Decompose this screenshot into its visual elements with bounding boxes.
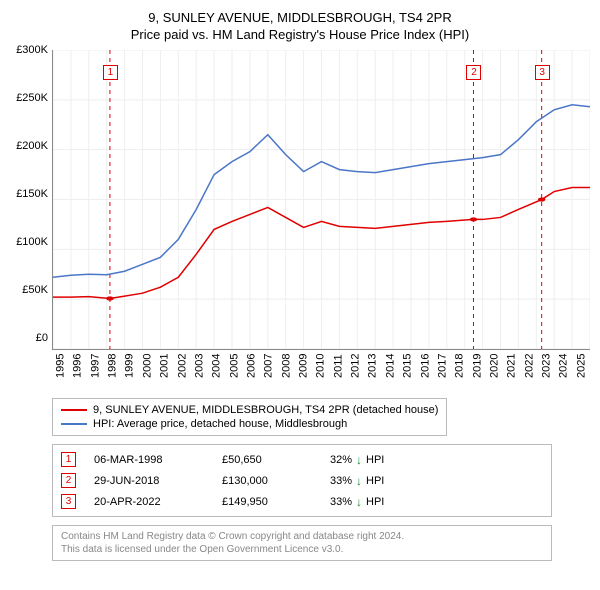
- chart-marker-3[interactable]: 3: [535, 65, 550, 80]
- table-pct: 33%↓HPI: [330, 495, 440, 509]
- table-date: 29-JUN-2018: [94, 475, 204, 487]
- x-tick-label: 2000: [139, 354, 156, 390]
- legend-row: HPI: Average price, detached house, Midd…: [61, 417, 438, 431]
- x-tick-label: 2014: [382, 354, 399, 390]
- y-tick-label: £200K: [10, 140, 48, 152]
- y-tick-label: £100K: [10, 236, 48, 248]
- x-tick-label: 1997: [87, 354, 104, 390]
- y-axis-labels: £300K£250K£200K£150K£100K£50K£0: [10, 50, 52, 390]
- table-date: 20-APR-2022: [94, 496, 204, 508]
- x-tick-label: 2006: [243, 354, 260, 390]
- x-tick-label: 2002: [174, 354, 191, 390]
- legend-row: 9, SUNLEY AVENUE, MIDDLESBROUGH, TS4 2PR…: [61, 403, 438, 417]
- x-tick-label: 2019: [469, 354, 486, 390]
- x-axis-labels: 1995199619971998199920002001200220032004…: [52, 350, 590, 390]
- x-tick-label: 2010: [312, 354, 329, 390]
- table-marker-2[interactable]: 2: [61, 473, 76, 488]
- footer: Contains HM Land Registry data © Crown c…: [52, 525, 552, 561]
- title-line-2: Price paid vs. HM Land Registry's House …: [10, 27, 590, 42]
- footer-line-2: This data is licensed under the Open Gov…: [61, 543, 543, 556]
- legend-label: HPI: Average price, detached house, Midd…: [93, 418, 347, 430]
- x-tick-label: 2018: [451, 354, 468, 390]
- sales-table: 1 06-MAR-1998 £50,650 32%↓HPI 2 29-JUN-2018 £1…: [52, 444, 552, 517]
- x-tick-label: 2012: [347, 354, 364, 390]
- y-tick-label: £250K: [10, 92, 48, 104]
- x-tick-label: 2021: [503, 354, 520, 390]
- x-tick-label: 2009: [295, 354, 312, 390]
- table-row: 1 06-MAR-1998 £50,650 32%↓HPI: [61, 449, 543, 470]
- plot-wrapper: 1 2 3 199519961997199819992000200120022003…: [52, 50, 590, 390]
- chart-marker-1[interactable]: 1: [103, 65, 118, 80]
- x-tick-label: 2001: [156, 354, 173, 390]
- table-pct: 33%↓HPI: [330, 474, 440, 488]
- y-tick-label: £300K: [10, 44, 48, 56]
- y-tick-label: £0: [10, 332, 48, 344]
- table-price: £50,650: [222, 454, 312, 466]
- table-price: £149,950: [222, 496, 312, 508]
- plot: 1 2 3: [52, 50, 590, 350]
- legend: 9, SUNLEY AVENUE, MIDDLESBROUGH, TS4 2PR…: [52, 398, 447, 436]
- x-tick-label: 2025: [573, 354, 590, 390]
- x-tick-label: 2024: [555, 354, 572, 390]
- x-tick-label: 2008: [278, 354, 295, 390]
- x-tick-label: 2004: [208, 354, 225, 390]
- table-date: 06-MAR-1998: [94, 454, 204, 466]
- x-tick-label: 2015: [399, 354, 416, 390]
- table-row: 2 29-JUN-2018 £130,000 33%↓HPI: [61, 470, 543, 491]
- x-tick-label: 2005: [226, 354, 243, 390]
- table-pct: 32%↓HPI: [330, 453, 440, 467]
- legend-label: 9, SUNLEY AVENUE, MIDDLESBROUGH, TS4 2PR…: [93, 404, 438, 416]
- table-row: 3 20-APR-2022 £149,950 33%↓HPI: [61, 491, 543, 512]
- arrow-down-icon: ↓: [356, 495, 362, 509]
- x-tick-label: 2013: [364, 354, 381, 390]
- y-tick-label: £50K: [10, 284, 48, 296]
- arrow-down-icon: ↓: [356, 474, 362, 488]
- title-line-1: 9, SUNLEY AVENUE, MIDDLESBROUGH, TS4 2PR: [10, 10, 590, 25]
- legend-swatch: [61, 423, 87, 425]
- y-tick-label: £150K: [10, 188, 48, 200]
- table-marker-1[interactable]: 1: [61, 452, 76, 467]
- x-tick-label: 2011: [330, 354, 347, 390]
- legend-swatch: [61, 409, 87, 411]
- x-tick-label: 2023: [538, 354, 555, 390]
- table-marker-3[interactable]: 3: [61, 494, 76, 509]
- chart-area: £300K£250K£200K£150K£100K£50K£0 123 1995…: [10, 50, 590, 390]
- chart-container: 9, SUNLEY AVENUE, MIDDLESBROUGH, TS4 2PR…: [0, 0, 600, 590]
- x-tick-label: 1999: [121, 354, 138, 390]
- table-price: £130,000: [222, 475, 312, 487]
- footer-line-1: Contains HM Land Registry data © Crown c…: [61, 530, 543, 543]
- x-tick-label: 1996: [69, 354, 86, 390]
- x-tick-label: 1995: [52, 354, 69, 390]
- x-tick-label: 1998: [104, 354, 121, 390]
- x-tick-label: 2017: [434, 354, 451, 390]
- arrow-down-icon: ↓: [356, 453, 362, 467]
- x-tick-label: 2007: [260, 354, 277, 390]
- x-tick-label: 2003: [191, 354, 208, 390]
- x-tick-label: 2022: [521, 354, 538, 390]
- chart-marker-2[interactable]: 2: [466, 65, 481, 80]
- x-tick-label: 2016: [417, 354, 434, 390]
- plot-svg: [53, 50, 590, 349]
- x-tick-label: 2020: [486, 354, 503, 390]
